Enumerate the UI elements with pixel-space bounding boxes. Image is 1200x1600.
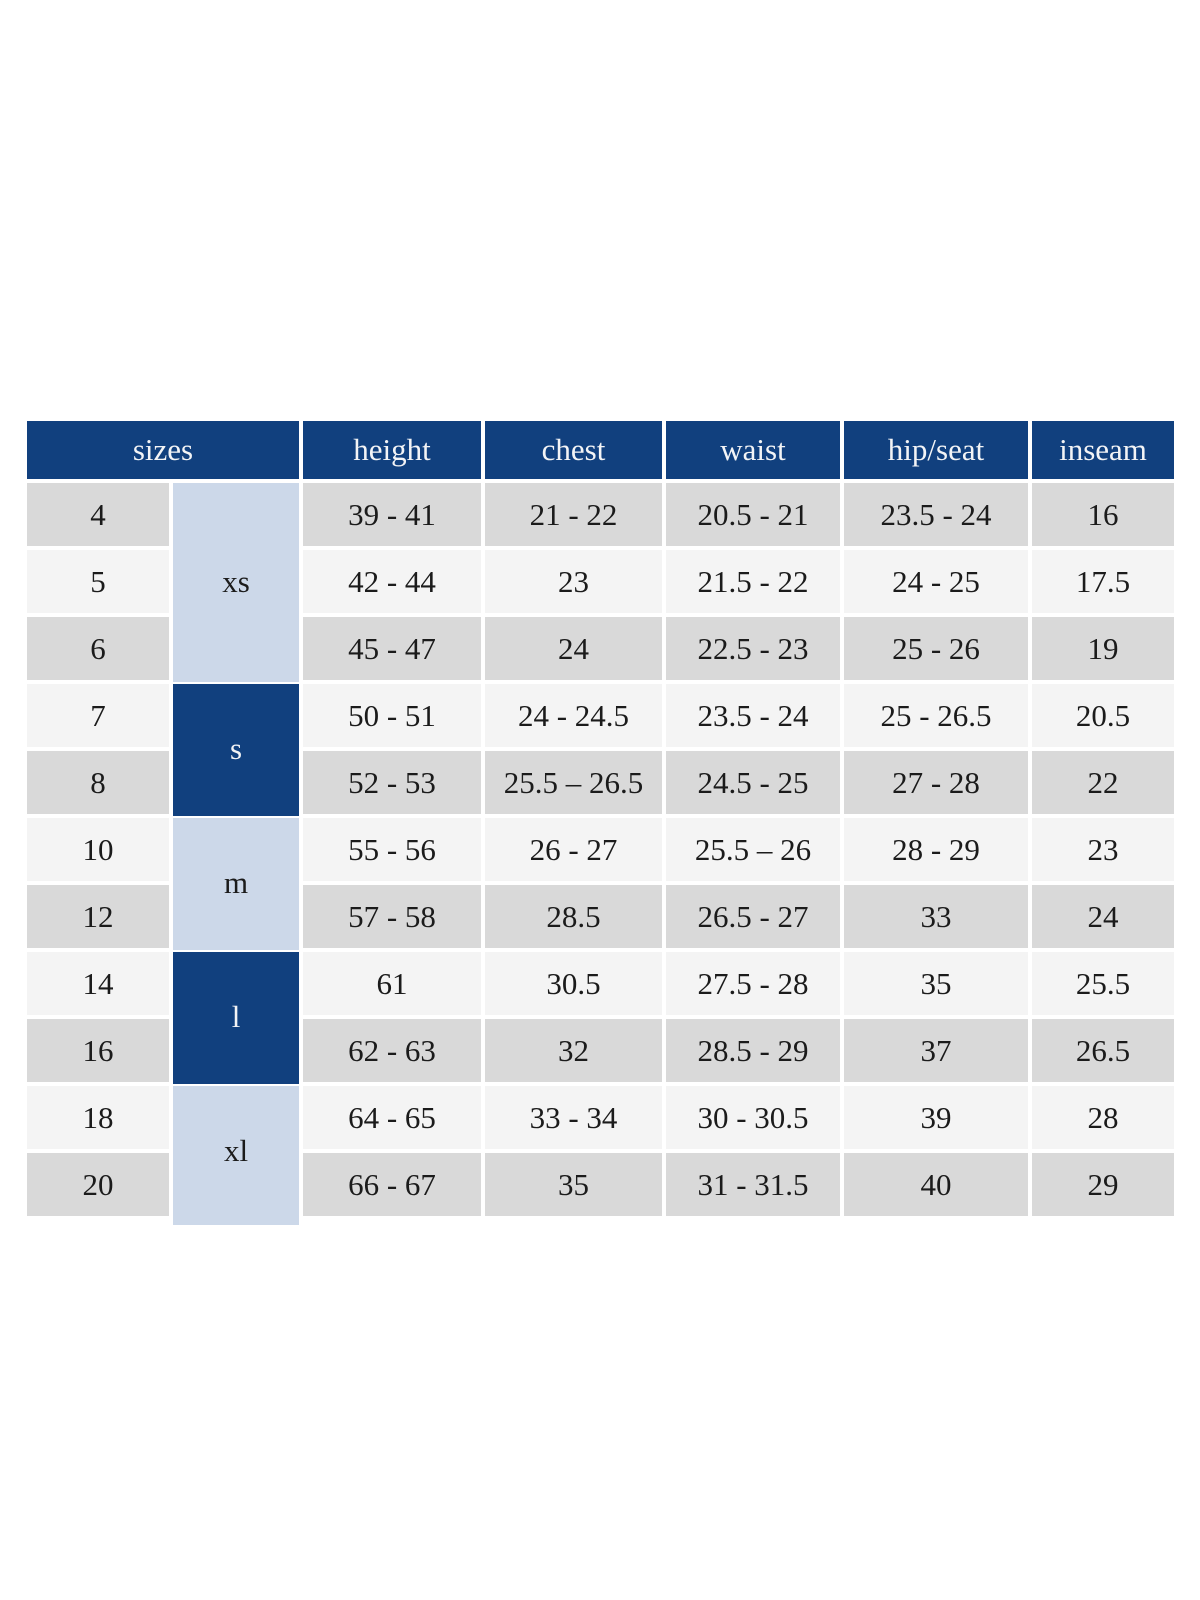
hip-seat-cell: 27 - 28 <box>844 751 1028 814</box>
waist-cell: 24.5 - 25 <box>666 751 840 814</box>
height-cell: 66 - 67 <box>303 1153 481 1216</box>
size-cell: 4 <box>27 483 169 546</box>
height-cell: 61 <box>303 952 481 1015</box>
inseam-cell: 23 <box>1032 818 1174 881</box>
table-row: 10 m 55 - 56 26 - 27 25.5 – 26 28 - 29 2… <box>27 818 1174 950</box>
inseam-cell: 16 <box>1032 483 1174 546</box>
inseam-cell: 29 <box>1032 1153 1174 1216</box>
column-header-waist: waist <box>666 421 840 479</box>
column-header-chest: chest <box>485 421 662 479</box>
chest-cell: 30.5 <box>485 952 662 1015</box>
height-cell: 45 - 47 <box>303 617 481 680</box>
chest-cell: 28.5 <box>485 885 662 948</box>
size-cell: 18 <box>27 1086 169 1149</box>
table-row: 5 42 - 44 23 21.5 - 22 24 - 25 17.5 <box>27 550 1174 613</box>
chest-cell: 32 <box>485 1019 662 1082</box>
waist-cell: 30 - 30.5 <box>666 1086 840 1149</box>
inseam-cell: 20.5 <box>1032 684 1174 747</box>
table-row: 18 xl 64 - 65 33 - 34 30 - 30.5 39 28 <box>27 1086 1174 1225</box>
size-chart-table: sizes height chest waist hip/seat inseam… <box>23 417 1178 1225</box>
inseam-cell: 17.5 <box>1032 550 1174 613</box>
waist-cell: 25.5 – 26 <box>666 818 840 881</box>
size-cell: 7 <box>27 684 169 747</box>
size-cell: 20 <box>27 1153 169 1216</box>
table-row: 6 45 - 47 24 22.5 - 23 25 - 26 19 <box>27 617 1174 680</box>
inseam-cell: 19 <box>1032 617 1174 680</box>
waist-cell: 20.5 - 21 <box>666 483 840 546</box>
size-cell: 6 <box>27 617 169 680</box>
size-group-cell-xs: xs <box>173 483 299 682</box>
inseam-cell: 24 <box>1032 885 1174 948</box>
table-row: 8 52 - 53 25.5 – 26.5 24.5 - 25 27 - 28 … <box>27 751 1174 814</box>
header-row: sizes height chest waist hip/seat inseam <box>27 421 1174 479</box>
table-row: 12 57 - 58 28.5 26.5 - 27 33 24 <box>27 885 1174 948</box>
hip-seat-cell: 23.5 - 24 <box>844 483 1028 546</box>
hip-seat-cell: 24 - 25 <box>844 550 1028 613</box>
hip-seat-cell: 37 <box>844 1019 1028 1082</box>
waist-cell: 23.5 - 24 <box>666 684 840 747</box>
size-cell: 12 <box>27 885 169 948</box>
height-cell: 42 - 44 <box>303 550 481 613</box>
size-chart: sizes height chest waist hip/seat inseam… <box>23 417 1178 1225</box>
hip-seat-cell: 40 <box>844 1153 1028 1216</box>
table-row: 20 66 - 67 35 31 - 31.5 40 29 <box>27 1153 1174 1216</box>
column-header-sizes: sizes <box>27 421 299 479</box>
chest-cell: 35 <box>485 1153 662 1216</box>
size-group-cell-s: s <box>173 684 299 816</box>
hip-seat-cell: 25 - 26 <box>844 617 1028 680</box>
height-cell: 57 - 58 <box>303 885 481 948</box>
size-group-cell-l: l <box>173 952 299 1084</box>
height-cell: 62 - 63 <box>303 1019 481 1082</box>
chest-cell: 25.5 – 26.5 <box>485 751 662 814</box>
hip-seat-cell: 28 - 29 <box>844 818 1028 881</box>
hip-seat-cell: 35 <box>844 952 1028 1015</box>
inseam-cell: 26.5 <box>1032 1019 1174 1082</box>
waist-cell: 22.5 - 23 <box>666 617 840 680</box>
column-header-height: height <box>303 421 481 479</box>
height-cell: 64 - 65 <box>303 1086 481 1149</box>
chest-cell: 24 - 24.5 <box>485 684 662 747</box>
size-cell: 10 <box>27 818 169 881</box>
size-group-cell-m: m <box>173 818 299 950</box>
size-cell: 16 <box>27 1019 169 1082</box>
hip-seat-cell: 33 <box>844 885 1028 948</box>
chest-cell: 23 <box>485 550 662 613</box>
chest-cell: 33 - 34 <box>485 1086 662 1149</box>
height-cell: 55 - 56 <box>303 818 481 881</box>
size-group-cell-xl: xl <box>173 1086 299 1225</box>
inseam-cell: 22 <box>1032 751 1174 814</box>
column-header-inseam: inseam <box>1032 421 1174 479</box>
table-header: sizes height chest waist hip/seat inseam <box>27 421 1174 479</box>
waist-cell: 26.5 - 27 <box>666 885 840 948</box>
table-row: 7 s 50 - 51 24 - 24.5 23.5 - 24 25 - 26.… <box>27 684 1174 816</box>
waist-cell: 27.5 - 28 <box>666 952 840 1015</box>
size-cell: 8 <box>27 751 169 814</box>
size-cell: 14 <box>27 952 169 1015</box>
table-row: 16 62 - 63 32 28.5 - 29 37 26.5 <box>27 1019 1174 1082</box>
chest-cell: 24 <box>485 617 662 680</box>
table-row: 4 xs 39 - 41 21 - 22 20.5 - 21 23.5 - 24… <box>27 483 1174 682</box>
inseam-cell: 25.5 <box>1032 952 1174 1015</box>
hip-seat-cell: 39 <box>844 1086 1028 1149</box>
waist-cell: 31 - 31.5 <box>666 1153 840 1216</box>
waist-cell: 21.5 - 22 <box>666 550 840 613</box>
size-cell: 5 <box>27 550 169 613</box>
table-row: 14 l 61 30.5 27.5 - 28 35 25.5 <box>27 952 1174 1084</box>
chest-cell: 26 - 27 <box>485 818 662 881</box>
waist-cell: 28.5 - 29 <box>666 1019 840 1082</box>
height-cell: 39 - 41 <box>303 483 481 546</box>
inseam-cell: 28 <box>1032 1086 1174 1149</box>
chest-cell: 21 - 22 <box>485 483 662 546</box>
height-cell: 50 - 51 <box>303 684 481 747</box>
height-cell: 52 - 53 <box>303 751 481 814</box>
hip-seat-cell: 25 - 26.5 <box>844 684 1028 747</box>
column-header-hip-seat: hip/seat <box>844 421 1028 479</box>
table-body: 4 xs 39 - 41 21 - 22 20.5 - 21 23.5 - 24… <box>27 483 1174 1225</box>
